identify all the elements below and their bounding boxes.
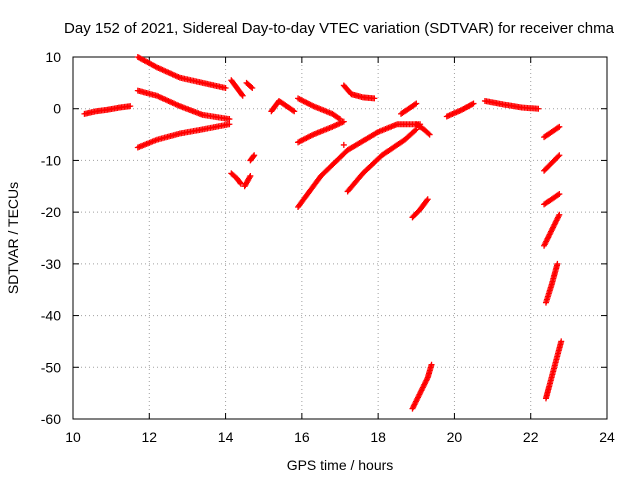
x-tick-label: 16: [294, 429, 310, 445]
data-point: [239, 92, 246, 99]
data-point: [248, 83, 255, 90]
x-tick-label: 14: [218, 429, 234, 445]
y-tick-label: -20: [41, 204, 61, 220]
series-arc-16: [344, 126, 420, 195]
series-arc-5: [228, 77, 246, 99]
y-tick-label: -40: [41, 308, 61, 324]
series-arc-10: [268, 97, 298, 115]
data-point: [555, 153, 562, 160]
y-tick-label: 0: [53, 101, 61, 117]
y-axis-label: SDTVAR / TECUs: [5, 182, 21, 294]
data-point: [246, 174, 253, 181]
data-point: [558, 338, 565, 345]
series-arc-6: [243, 79, 256, 92]
data-point: [535, 105, 542, 112]
data-point: [237, 180, 244, 187]
grid-lines: [73, 57, 607, 419]
data-point: [556, 191, 563, 198]
data-point: [428, 361, 435, 368]
series-arc-26: [541, 211, 563, 249]
data-point: [412, 101, 419, 108]
series-arc-24: [541, 152, 563, 174]
data-point: [226, 121, 233, 128]
x-tick-label: 10: [65, 429, 81, 445]
y-tick-label: -50: [41, 359, 61, 375]
series-arc-19: [413, 121, 433, 138]
x-tick-label: 18: [370, 429, 386, 445]
data-point: [291, 108, 298, 115]
data-point: [247, 172, 254, 179]
series-arc-28: [542, 338, 565, 402]
data-point: [412, 127, 419, 134]
series-arc-9: [247, 152, 258, 164]
series-arc-18: [409, 196, 431, 221]
series-arc-27: [542, 260, 561, 306]
plot-frame: [72, 56, 608, 420]
data-point: [470, 100, 477, 107]
data-point: [335, 115, 342, 122]
data-point: [127, 103, 134, 110]
y-tick-label: 10: [45, 49, 61, 65]
series-arc-11: [295, 95, 343, 123]
series-arc-17: [398, 100, 420, 117]
data-point: [423, 197, 430, 204]
x-tick-label: 22: [523, 429, 539, 445]
axis-ticks: 10 12 14 16 18 20 22 24 -60 -50 -40 -30 -20 -10 0 10: [41, 49, 615, 445]
series-arc-21: [443, 100, 477, 120]
data-point: [222, 85, 229, 92]
data-point: [371, 95, 378, 102]
series-arc-14: [340, 82, 378, 102]
data-point: [425, 130, 432, 137]
data-point: [556, 211, 563, 218]
x-axis-label: GPS time / hours: [287, 457, 394, 473]
data-point: [469, 101, 476, 108]
data-point: [424, 196, 431, 203]
series-arc-25: [541, 191, 563, 208]
data-point: [554, 260, 561, 267]
data-point: [555, 191, 562, 198]
data-point: [340, 118, 347, 125]
data-point: [237, 179, 244, 186]
data-point: [249, 85, 256, 92]
series-arc-23: [541, 123, 563, 141]
series-arc-4: [134, 121, 233, 151]
x-tick-label: 12: [141, 429, 157, 445]
series-arc-20: [409, 361, 435, 412]
data-point: [238, 91, 245, 98]
series-arc-8: [241, 172, 254, 190]
data-point: [413, 100, 420, 107]
data-point: [426, 131, 433, 138]
data-points: [81, 54, 565, 412]
data-point: [250, 153, 257, 160]
series-arc-15: [340, 141, 347, 148]
y-tick-label: -10: [41, 152, 61, 168]
series-arc-12: [295, 118, 347, 146]
data-point: [556, 123, 563, 130]
x-tick-label: 20: [447, 429, 463, 445]
series-arc-3: [134, 87, 233, 123]
chart-title: Day 152 of 2021, Sidereal Day-to-day VTE…: [64, 20, 615, 37]
series-arc-1: [81, 103, 134, 117]
data-point: [289, 107, 296, 114]
data-point: [555, 124, 562, 131]
x-tick-label: 24: [599, 429, 615, 445]
data-point: [251, 152, 258, 159]
data-point: [413, 126, 420, 133]
data-point: [556, 152, 563, 159]
y-tick-label: -30: [41, 256, 61, 272]
y-tick-label: -60: [41, 411, 61, 427]
data-point: [340, 141, 347, 148]
series-arc-2: [134, 54, 229, 92]
series-arc-7: [228, 170, 244, 187]
data-point: [226, 116, 233, 123]
series-arc-22: [481, 97, 542, 112]
